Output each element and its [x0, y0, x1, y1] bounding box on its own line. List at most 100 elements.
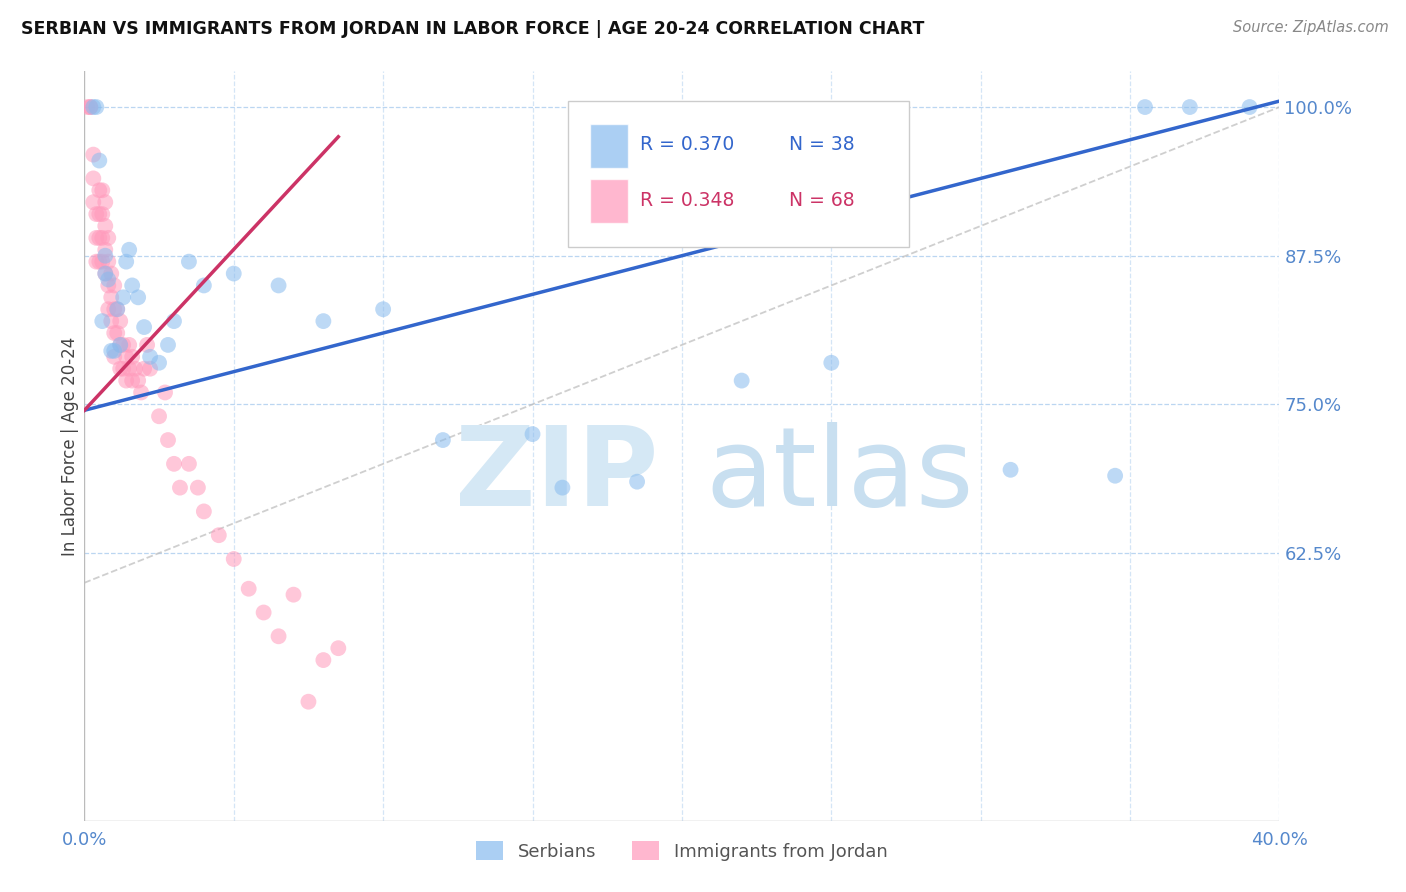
Point	[115, 374, 138, 388]
Point	[97, 254, 120, 268]
Point	[82, 147, 104, 161]
Point	[112, 361, 135, 376]
Point	[110, 338, 132, 352]
Point	[626, 475, 648, 489]
Point	[127, 290, 149, 304]
Point	[79, 100, 101, 114]
Y-axis label: In Labor Force | Age 20-24: In Labor Force | Age 20-24	[62, 336, 80, 556]
Point	[100, 314, 122, 328]
Point	[91, 254, 114, 268]
Point	[94, 219, 117, 233]
Point	[139, 361, 162, 376]
Point	[222, 267, 245, 281]
Point	[136, 338, 159, 352]
Point	[267, 278, 290, 293]
Point	[89, 207, 111, 221]
Point	[115, 350, 138, 364]
Point	[132, 320, 156, 334]
Point	[328, 641, 350, 656]
FancyBboxPatch shape	[591, 178, 628, 223]
Point	[312, 653, 335, 667]
Point	[157, 338, 180, 352]
Point	[283, 588, 305, 602]
Point	[86, 207, 108, 221]
Point	[112, 338, 135, 352]
Point	[121, 278, 143, 293]
Text: N = 38: N = 38	[790, 136, 855, 154]
Point	[1239, 100, 1261, 114]
Point	[177, 457, 200, 471]
Text: SERBIAN VS IMMIGRANTS FROM JORDAN IN LABOR FORCE | AGE 20-24 CORRELATION CHART: SERBIAN VS IMMIGRANTS FROM JORDAN IN LAB…	[21, 20, 925, 37]
Point	[100, 290, 122, 304]
Point	[103, 350, 125, 364]
Point	[100, 267, 122, 281]
Point	[373, 302, 395, 317]
Point	[121, 374, 143, 388]
Point	[820, 356, 842, 370]
Text: R = 0.348: R = 0.348	[640, 192, 734, 211]
Point	[297, 695, 319, 709]
Point	[97, 272, 120, 286]
Point	[118, 361, 141, 376]
Point	[91, 207, 114, 221]
Point	[110, 338, 132, 352]
Legend: Serbians, Immigrants from Jordan: Serbians, Immigrants from Jordan	[470, 834, 894, 868]
Point	[118, 338, 141, 352]
Point	[89, 231, 111, 245]
Point	[551, 481, 574, 495]
Point	[79, 100, 101, 114]
Point	[432, 433, 454, 447]
Point	[177, 254, 200, 268]
Text: N = 68: N = 68	[790, 192, 855, 211]
Point	[124, 361, 146, 376]
Point	[103, 302, 125, 317]
Point	[132, 361, 156, 376]
FancyBboxPatch shape	[591, 124, 628, 168]
Point	[89, 254, 111, 268]
Point	[97, 231, 120, 245]
Point	[115, 254, 138, 268]
Point	[169, 481, 191, 495]
Point	[208, 528, 231, 542]
Point	[112, 290, 135, 304]
Text: atlas: atlas	[706, 423, 974, 530]
Point	[731, 374, 754, 388]
Point	[193, 504, 215, 518]
Point	[238, 582, 260, 596]
Point	[91, 183, 114, 197]
Point	[82, 100, 104, 114]
Point	[105, 302, 128, 317]
Point	[105, 302, 128, 317]
Text: ZIP: ZIP	[454, 423, 658, 530]
Point	[94, 267, 117, 281]
Point	[103, 326, 125, 340]
Point	[253, 606, 276, 620]
Point	[94, 267, 117, 281]
Point	[103, 343, 125, 358]
Point	[267, 629, 290, 643]
Point	[94, 243, 117, 257]
Point	[100, 343, 122, 358]
Text: Source: ZipAtlas.com: Source: ZipAtlas.com	[1233, 20, 1389, 35]
Point	[157, 433, 180, 447]
Point	[127, 374, 149, 388]
Point	[1178, 100, 1201, 114]
Point	[86, 100, 108, 114]
Point	[148, 409, 170, 424]
FancyBboxPatch shape	[568, 102, 910, 247]
Point	[312, 314, 335, 328]
Text: R = 0.370: R = 0.370	[640, 136, 734, 154]
Point	[222, 552, 245, 566]
Point	[1000, 463, 1022, 477]
Point	[94, 195, 117, 210]
Point	[86, 231, 108, 245]
Point	[193, 278, 215, 293]
Point	[163, 457, 186, 471]
Point	[153, 385, 176, 400]
Point	[89, 183, 111, 197]
Point	[76, 100, 98, 114]
Point	[139, 350, 162, 364]
Point	[118, 243, 141, 257]
Point	[522, 427, 544, 442]
Point	[97, 302, 120, 317]
